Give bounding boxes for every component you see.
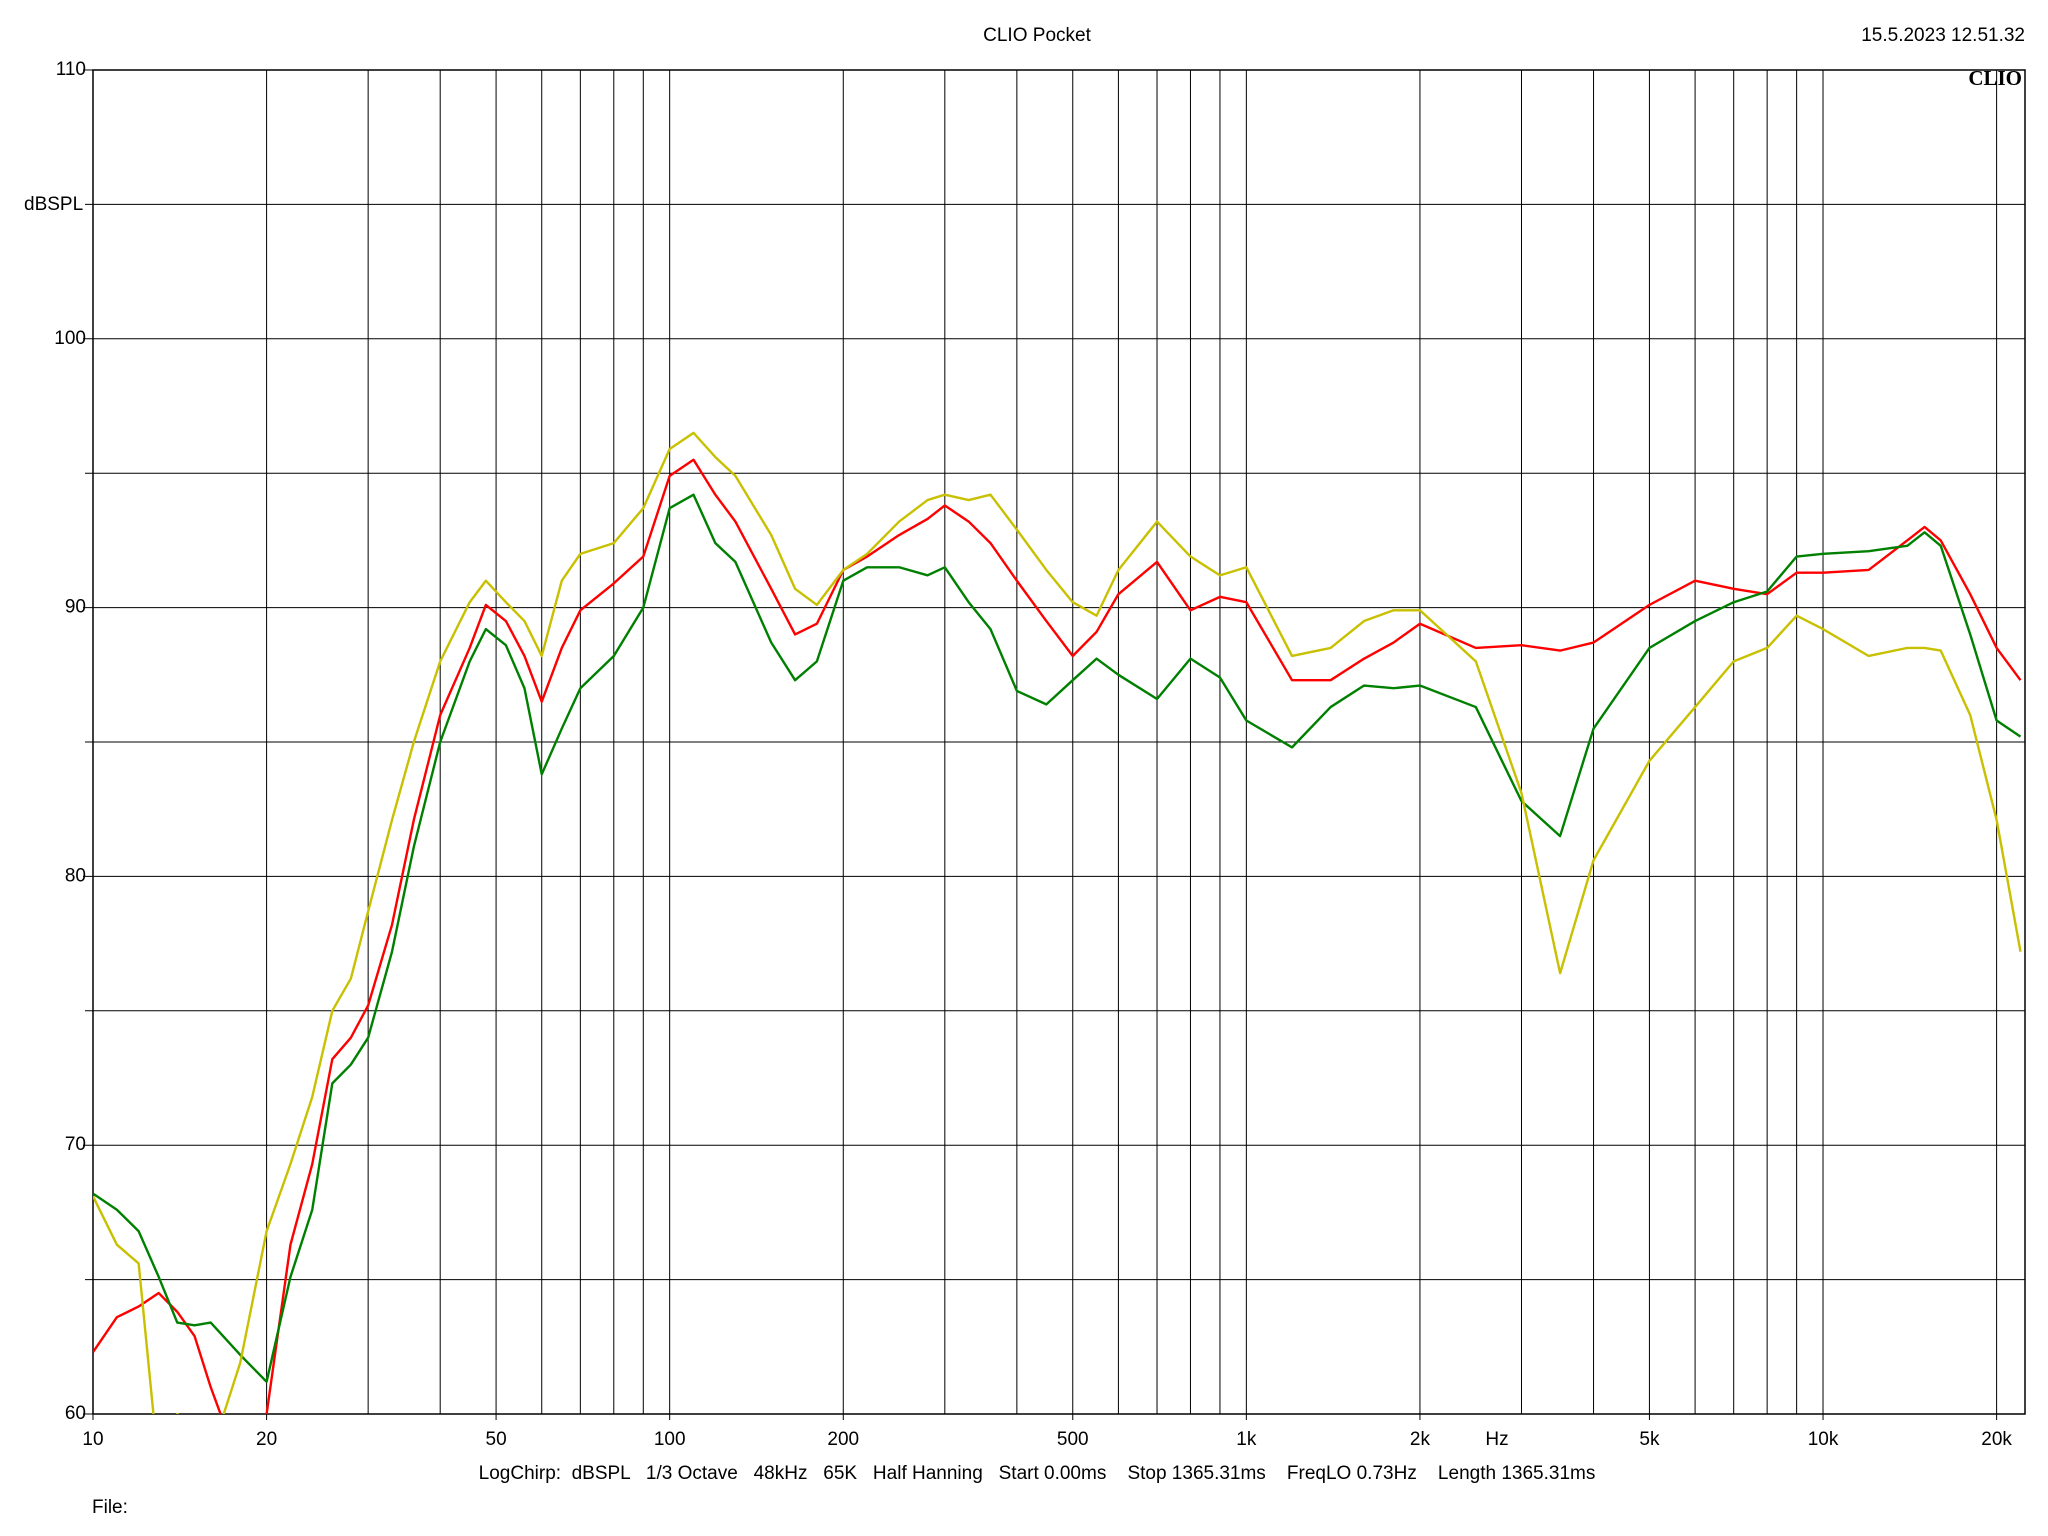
curve <box>93 493 2022 1383</box>
plot-frame <box>92 69 2026 1415</box>
y-tick-label: 70 <box>65 1134 86 1155</box>
x-tick-label: 20 <box>256 1429 277 1450</box>
x-tick-label: 50 <box>486 1429 507 1450</box>
x-tick-label: 10 <box>82 1429 103 1450</box>
y-axis-label: dBSPL <box>24 194 83 215</box>
x-tick-label: 2k <box>1410 1429 1431 1450</box>
file-label: File: <box>92 1497 128 1518</box>
y-tick-label: 100 <box>54 328 86 349</box>
footer: LogChirp: dBSPL 1/3 Octave 48kHz 65K Hal… <box>479 1463 1596 1484</box>
x-tick-label: 20k <box>1981 1429 2012 1450</box>
x-tick-label: 5k <box>1639 1429 1660 1450</box>
x-tick-label: 200 <box>827 1429 859 1450</box>
y-tick-label: 90 <box>65 597 86 618</box>
timestamp: 15.5.2023 12.51.32 <box>1861 25 2025 46</box>
y-tick-label: 60 <box>65 1403 86 1424</box>
y-tick-label: 80 <box>65 865 86 886</box>
x-axis-label: Hz <box>1485 1429 1508 1450</box>
x-tick-label: 1k <box>1236 1429 1257 1450</box>
x-tick-label: 10k <box>1808 1429 1839 1450</box>
curve <box>93 458 2022 1414</box>
curves <box>93 431 2022 1414</box>
y-tick-label: 110 <box>56 59 86 80</box>
chart-title: CLIO Pocket <box>983 25 1091 46</box>
x-tick-label: 100 <box>654 1429 686 1450</box>
x-tick-label: 500 <box>1057 1429 1089 1450</box>
curve <box>93 431 2022 1414</box>
